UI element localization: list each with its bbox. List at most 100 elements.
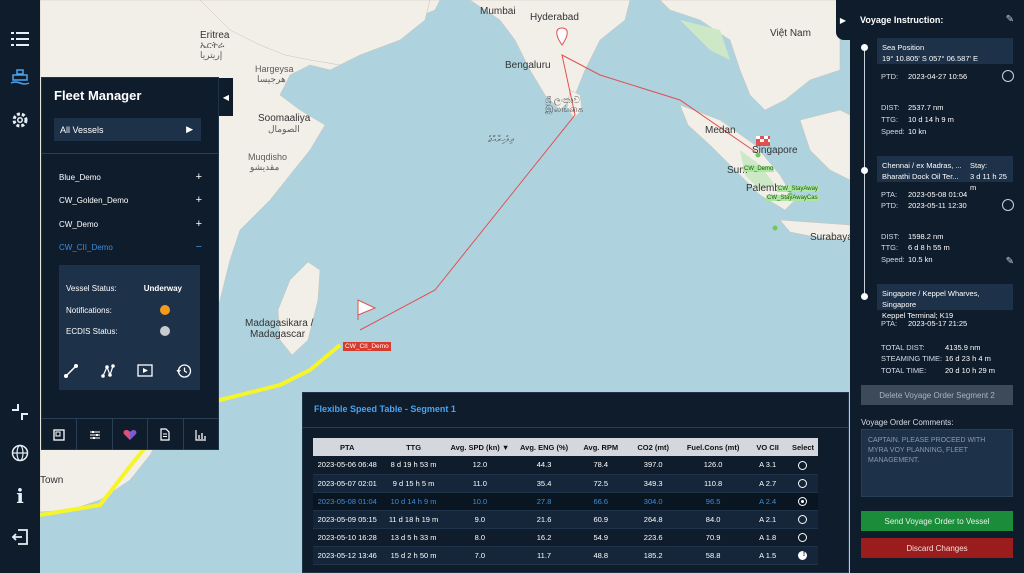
vessel-row-selected[interactable]: CW_CII_Demo − bbox=[59, 241, 202, 253]
fleet-panel-collapse-button[interactable]: ◀ bbox=[219, 78, 233, 116]
map-label-maldives: ދިވެހިރާއްޖެ bbox=[488, 134, 514, 144]
cell-avg-spd: 12.0 bbox=[445, 456, 515, 475]
col-header-pta[interactable]: PTA bbox=[313, 438, 382, 456]
square-icon[interactable] bbox=[42, 419, 78, 450]
vessel-tag-cw-demo[interactable]: CW_Demo bbox=[743, 166, 775, 172]
pencil-icon[interactable]: ✎ bbox=[1005, 14, 1014, 25]
col-header-vo-cii[interactable]: VO CII bbox=[747, 438, 788, 456]
bar-chart-icon[interactable] bbox=[184, 419, 218, 450]
table-row[interactable]: 2023-05-06 06:48 8 d 19 h 53 m 12.0 44.3 78.… bbox=[313, 456, 818, 475]
cell-vo-cii: A 1.8 bbox=[747, 528, 788, 547]
map-label-bengaluru: Bengaluru bbox=[505, 60, 551, 71]
vessel-row[interactable]: CW_Demo + bbox=[59, 218, 202, 230]
vessel-row[interactable]: CW_Golden_Demo + bbox=[59, 194, 202, 206]
vessel-tag-stayaway[interactable]: CW_StayAway bbox=[777, 186, 819, 192]
play-icon[interactable] bbox=[136, 362, 154, 380]
waypoint-card[interactable]: Sea Position 19° 10.805' S 057° 06.587' … bbox=[877, 38, 1013, 64]
notifications-status-dot[interactable] bbox=[160, 305, 170, 315]
discard-changes-button[interactable]: Discard Changes bbox=[861, 538, 1013, 558]
select-radio[interactable] bbox=[798, 460, 808, 470]
logout-icon[interactable] bbox=[0, 522, 40, 552]
info-icon[interactable]: i bbox=[16, 484, 24, 508]
map-label-medan: Medan bbox=[705, 125, 736, 136]
cell-avg-rpm: 54.9 bbox=[574, 528, 628, 547]
voyage-instruction-panel: Voyage Instruction: ✎ Sea Position 19° 1… bbox=[850, 0, 1024, 573]
waypoint-card[interactable]: Chennai / ex Madras, ... Stay: Bharathi D… bbox=[877, 156, 1013, 192]
fleet-manager-panel: Fleet Manager ◀ All Vessels ▶ Blue_Demo … bbox=[41, 77, 233, 450]
globe-icon[interactable] bbox=[0, 438, 40, 468]
sliders-icon[interactable] bbox=[77, 419, 113, 450]
cell-fuel-cons: 126.0 bbox=[678, 456, 748, 475]
cell-vo-cii: A 1.5 bbox=[747, 546, 788, 565]
clock-icon[interactable] bbox=[1002, 199, 1014, 211]
comments-textarea[interactable]: CAPTAIN. PLEASE PROCEED WITH MYRA VOY PL… bbox=[861, 429, 1013, 497]
expand-icon[interactable]: + bbox=[195, 194, 202, 206]
expand-icon[interactable]: + bbox=[195, 218, 202, 230]
collapse-arrows-icon[interactable] bbox=[0, 397, 40, 427]
col-header-avg-rpm[interactable]: Avg. RPM bbox=[574, 438, 628, 456]
waypoint-node bbox=[861, 44, 868, 51]
cell-ttg: 10 d 14 h 9 m bbox=[381, 492, 446, 511]
route-icon[interactable] bbox=[62, 362, 80, 380]
cell-avg-spd: 9.0 bbox=[445, 510, 515, 529]
pta-row: PTA: 2023-05-08 01:04 bbox=[881, 190, 968, 199]
select-radio[interactable] bbox=[798, 532, 808, 542]
map-label-eritrea-arabic: إريتريا bbox=[200, 50, 223, 60]
vessel-filter-value: All Vessels bbox=[60, 124, 104, 135]
table-row[interactable]: 2023-05-10 16:28 13 d 5 h 33 m 8.0 16.2 54.9… bbox=[313, 528, 818, 547]
delete-segment-button[interactable]: Delete Voyage Order Segment 2 bbox=[861, 385, 1013, 405]
gear-icon[interactable] bbox=[0, 105, 40, 135]
select-radio-checked[interactable] bbox=[798, 496, 808, 506]
warning-icon[interactable] bbox=[798, 550, 808, 560]
vessel-tag[interactable]: CW_CII_Demo bbox=[343, 342, 391, 351]
cell-avg-rpm: 78.4 bbox=[574, 456, 628, 475]
cell-co2: 223.6 bbox=[627, 528, 679, 547]
cell-co2: 349.3 bbox=[627, 474, 679, 493]
heart-icon[interactable] bbox=[113, 419, 149, 450]
waypoints-icon[interactable] bbox=[99, 362, 117, 380]
left-rail: i bbox=[0, 0, 40, 573]
vessel-filter-select[interactable]: All Vessels ▶ bbox=[54, 118, 201, 141]
clock-icon[interactable] bbox=[1002, 70, 1014, 82]
col-header-co2[interactable]: CO2 (mt) bbox=[627, 438, 679, 456]
vessel-row[interactable]: Blue_Demo + bbox=[59, 171, 202, 183]
cell-avg-eng: 27.8 bbox=[514, 492, 575, 511]
document-icon[interactable] bbox=[148, 419, 184, 450]
comments-label: Voyage Order Comments: bbox=[861, 418, 954, 427]
ttg-row: TTG: 10 d 14 h 9 m bbox=[881, 115, 954, 124]
table-row-selected[interactable]: 2023-05-08 01:04 10 d 14 h 9 m 10.0 27.8 66.… bbox=[313, 492, 818, 511]
voyage-panel-toggle[interactable]: ▶ bbox=[836, 0, 850, 40]
cell-select bbox=[787, 546, 818, 565]
send-voyage-order-button[interactable]: Send Voyage Order to Vessel bbox=[861, 511, 1013, 531]
caret-right-icon: ▶ bbox=[186, 124, 193, 134]
expand-icon[interactable]: + bbox=[195, 171, 202, 183]
waypoint-terminal: Keppel Terminal; K19 bbox=[882, 311, 954, 320]
vessel-status-label: Vessel Status: bbox=[66, 284, 117, 293]
col-header-avg-eng[interactable]: Avg. ENG (%) bbox=[514, 438, 575, 456]
col-header-ttg[interactable]: TTG bbox=[381, 438, 446, 456]
list-icon[interactable] bbox=[0, 24, 40, 54]
cell-pta: 2023-05-12 13:46 bbox=[313, 546, 382, 565]
history-icon[interactable] bbox=[175, 362, 193, 380]
cell-ttg: 9 d 15 h 5 m bbox=[381, 474, 446, 493]
ship-icon[interactable] bbox=[0, 63, 40, 93]
ptd-row: PTD: 2023-04-27 10:56 bbox=[881, 72, 968, 81]
select-radio[interactable] bbox=[798, 478, 808, 488]
cell-pta: 2023-05-09 05:15 bbox=[313, 510, 382, 529]
table-row[interactable]: 2023-05-12 13:46 15 d 2 h 50 m 7.0 11.7 48.8… bbox=[313, 546, 818, 565]
map-label-muqdisho-arabic: مقديشو bbox=[250, 162, 280, 172]
col-header-avg-spd[interactable]: Avg. SPD (kn) ▼ bbox=[445, 438, 515, 456]
vessel-tag-stayawaycas[interactable]: CW_StayAwayCas bbox=[766, 195, 819, 201]
col-header-fuel-cons[interactable]: Fuel.Cons (mt) bbox=[678, 438, 748, 456]
ecdis-status-dot bbox=[160, 326, 170, 336]
ttg-row: TTG: 6 d 8 h 55 m bbox=[881, 243, 950, 252]
pencil-icon[interactable]: ✎ bbox=[1005, 256, 1014, 267]
cell-ttg: 11 d 18 h 19 m bbox=[381, 510, 446, 529]
table-row[interactable]: 2023-05-07 02:01 9 d 15 h 5 m 11.0 35.4 72.5… bbox=[313, 474, 818, 493]
waypoint-card[interactable]: Singapore / Keppel Wharves, Singapore Ke… bbox=[877, 284, 1013, 320]
select-radio[interactable] bbox=[798, 514, 808, 524]
flexible-speed-table-panel: Flexible Speed Table - Segment 1 PTA TTG… bbox=[302, 392, 849, 573]
collapse-icon[interactable]: − bbox=[195, 241, 202, 253]
cell-avg-spd: 7.0 bbox=[445, 546, 515, 565]
table-row[interactable]: 2023-05-09 05:15 11 d 18 h 19 m 9.0 21.6 60.… bbox=[313, 510, 818, 529]
